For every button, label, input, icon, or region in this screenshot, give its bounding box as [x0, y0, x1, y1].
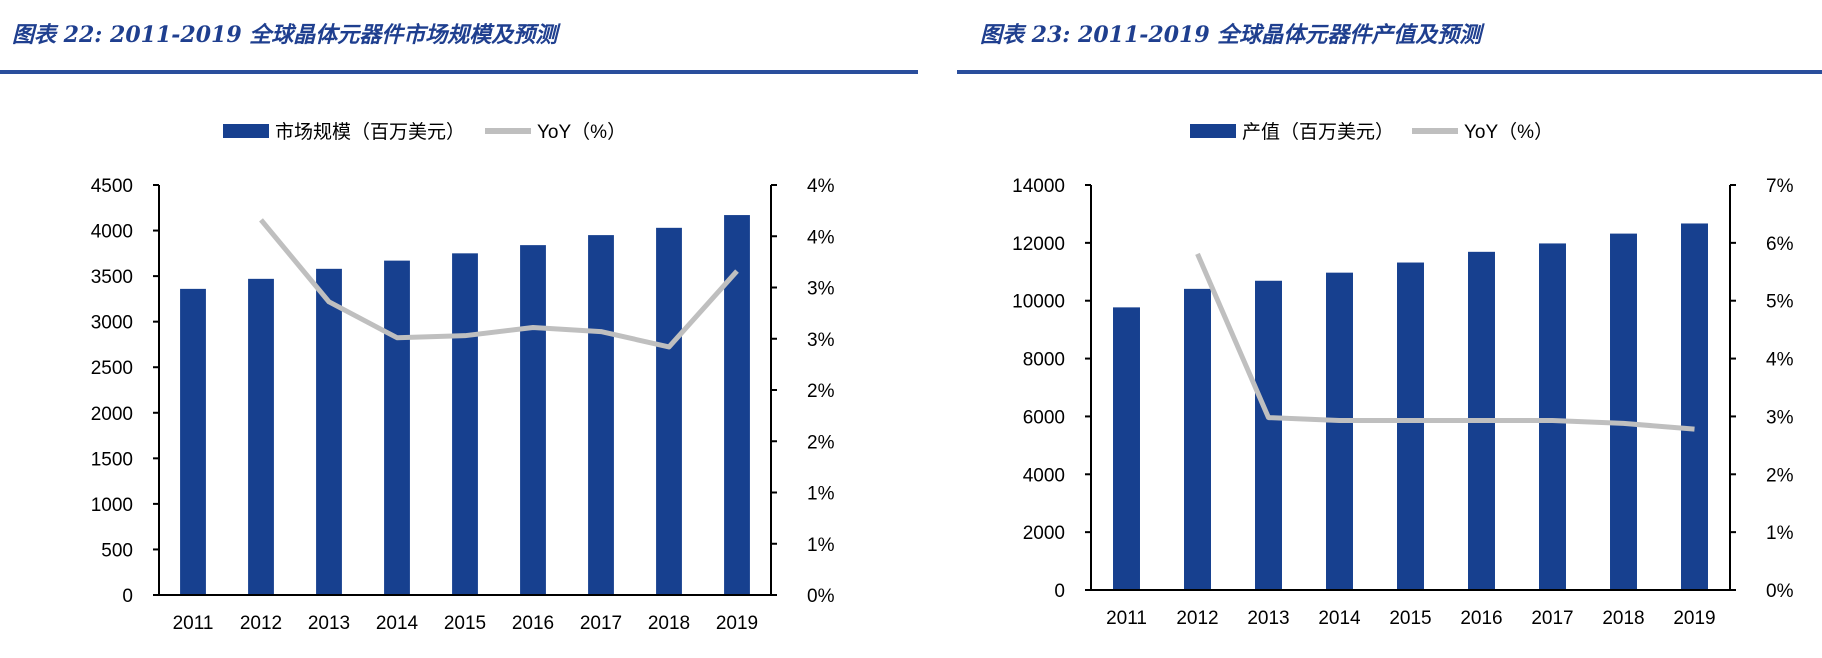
left-tick-label: 14000 — [1012, 176, 1065, 197]
right-tick-label: 7% — [1766, 176, 1794, 197]
x-tick-label: 2014 — [1318, 608, 1361, 629]
right-tick-label: 1% — [807, 535, 835, 556]
bar-2017 — [588, 235, 614, 595]
chart-1: 市场规模（百万美元） YoY（%） 0 500 1000 1500 2000 2500 3000… — [91, 121, 835, 634]
legend-swatch-line — [1412, 128, 1458, 134]
x-tick-label: 2016 — [1460, 608, 1502, 629]
bar-2015 — [1397, 262, 1424, 590]
chart-title-1: 图表 22: 2011-2019 全球晶体元器件市场规模及预测 — [12, 22, 561, 48]
bar-2011 — [180, 288, 206, 595]
legend-label-bar: 市场规模（百万美元） — [275, 121, 465, 143]
x-tick-label: 2012 — [240, 613, 282, 634]
right-tick-label: 5% — [1766, 292, 1794, 313]
x-tick-label: 2019 — [1673, 608, 1715, 629]
x-tick-label: 2017 — [580, 613, 622, 634]
left-tick-label: 10000 — [1012, 292, 1065, 313]
legend-label-line: YoY（%） — [1464, 121, 1553, 143]
bar-2012 — [248, 278, 274, 595]
left-tick-label: 0 — [122, 586, 133, 607]
left-tick-label: 2500 — [91, 358, 133, 379]
left-tick-label: 0 — [1054, 581, 1065, 602]
bar-2019 — [1681, 223, 1708, 590]
bar-2014 — [384, 260, 410, 595]
left-tick-label: 4000 — [91, 222, 133, 243]
left-tick-label: 6000 — [1023, 407, 1065, 428]
left-tick-label: 1500 — [91, 449, 133, 470]
left-tick-label: 4000 — [1023, 465, 1065, 486]
right-tick-label: 4% — [807, 227, 835, 248]
legend-swatch-bar — [223, 124, 269, 138]
x-tick-label: 2018 — [1602, 608, 1644, 629]
legend-swatch-bar — [1190, 124, 1236, 138]
bar-2011 — [1113, 307, 1140, 590]
left-tick-label: 1000 — [91, 495, 133, 516]
left-tick-label: 500 — [101, 540, 133, 561]
legend-label-bar: 产值（百万美元） — [1242, 121, 1394, 143]
right-tick-label: 2% — [807, 432, 835, 453]
x-tick-label: 2014 — [376, 613, 419, 634]
yoy-line — [1195, 252, 1695, 432]
left-tick-label: 3500 — [91, 267, 133, 288]
x-tick-label: 2011 — [1106, 608, 1147, 629]
x-tick-label: 2012 — [1176, 608, 1218, 629]
bar-2018 — [656, 227, 682, 596]
legend-swatch-line — [485, 128, 531, 134]
right-tick-label: 6% — [1766, 234, 1794, 255]
right-tick-label: 0% — [807, 586, 835, 607]
bar-2012 — [1184, 288, 1211, 590]
x-tick-label: 2018 — [648, 613, 690, 634]
left-tick-label: 4500 — [91, 176, 133, 197]
left-tick-label: 12000 — [1012, 234, 1065, 255]
bar-2013 — [316, 268, 342, 595]
right-tick-label: 1% — [807, 484, 835, 505]
chart-title-2: 图表 23: 2011-2019 全球晶体元器件产值及预测 — [980, 22, 1485, 48]
right-tick-label: 2% — [1766, 465, 1794, 486]
right-tick-label: 3% — [807, 330, 835, 351]
right-tick-label: 4% — [807, 176, 835, 197]
bar-2015 — [452, 253, 478, 596]
x-tick-label: 2011 — [173, 613, 214, 634]
right-tick-label: 3% — [807, 279, 835, 300]
bar-2014 — [1326, 272, 1353, 590]
right-tick-label: 2% — [807, 381, 835, 402]
legend-label-line: YoY（%） — [537, 121, 626, 143]
x-tick-label: 2015 — [444, 613, 486, 634]
bar-2018 — [1610, 233, 1637, 590]
x-tick-label: 2017 — [1531, 608, 1573, 629]
bar-2013 — [1255, 280, 1282, 590]
right-tick-label: 3% — [1766, 407, 1794, 428]
bar-2016 — [520, 245, 546, 595]
x-tick-label: 2015 — [1389, 608, 1431, 629]
right-tick-label: 1% — [1766, 523, 1794, 544]
chart-2: 产值（百万美元） YoY（%） 0 2000 4000 6000 8000 10000 1200… — [1012, 121, 1793, 629]
left-tick-label: 8000 — [1023, 350, 1065, 371]
right-tick-label: 4% — [1766, 350, 1794, 371]
yoy-line — [259, 218, 739, 350]
title-rule-2 — [957, 70, 1822, 74]
right-tick-label: 0% — [1766, 581, 1794, 602]
x-tick-label: 2013 — [308, 613, 350, 634]
left-tick-label: 2000 — [91, 404, 133, 425]
title-rule-1 — [0, 70, 918, 74]
x-tick-label: 2019 — [716, 613, 758, 634]
bar-2017 — [1539, 243, 1566, 590]
x-tick-label: 2013 — [1247, 608, 1289, 629]
x-tick-label: 2016 — [512, 613, 554, 634]
left-tick-label: 3000 — [91, 313, 133, 334]
left-tick-label: 2000 — [1023, 523, 1065, 544]
